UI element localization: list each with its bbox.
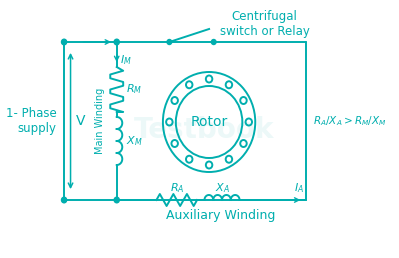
- Text: Rotor: Rotor: [190, 115, 228, 129]
- Text: Centrifugal
switch or Relay: Centrifugal switch or Relay: [219, 10, 310, 38]
- Text: $X_A$: $X_A$: [215, 181, 229, 195]
- Text: Main Winding: Main Winding: [95, 88, 105, 154]
- Text: $R_A$: $R_A$: [170, 181, 184, 195]
- Circle shape: [61, 197, 67, 203]
- Text: 1- Phase
supply: 1- Phase supply: [6, 107, 57, 135]
- Text: $R_A/X_A>R_M/X_M$: $R_A/X_A>R_M/X_M$: [314, 114, 387, 128]
- Text: V: V: [76, 114, 86, 128]
- Text: $I_A$: $I_A$: [294, 181, 304, 195]
- Circle shape: [61, 39, 67, 45]
- Text: $R_M$: $R_M$: [126, 83, 142, 96]
- Circle shape: [114, 197, 119, 203]
- Circle shape: [167, 39, 172, 44]
- Text: Testbook: Testbook: [134, 116, 275, 144]
- Circle shape: [114, 39, 119, 45]
- Text: $I_M$: $I_M$: [120, 53, 132, 67]
- Text: $X_M$: $X_M$: [126, 134, 142, 148]
- Text: Auxiliary Winding: Auxiliary Winding: [166, 209, 275, 222]
- Circle shape: [211, 39, 216, 44]
